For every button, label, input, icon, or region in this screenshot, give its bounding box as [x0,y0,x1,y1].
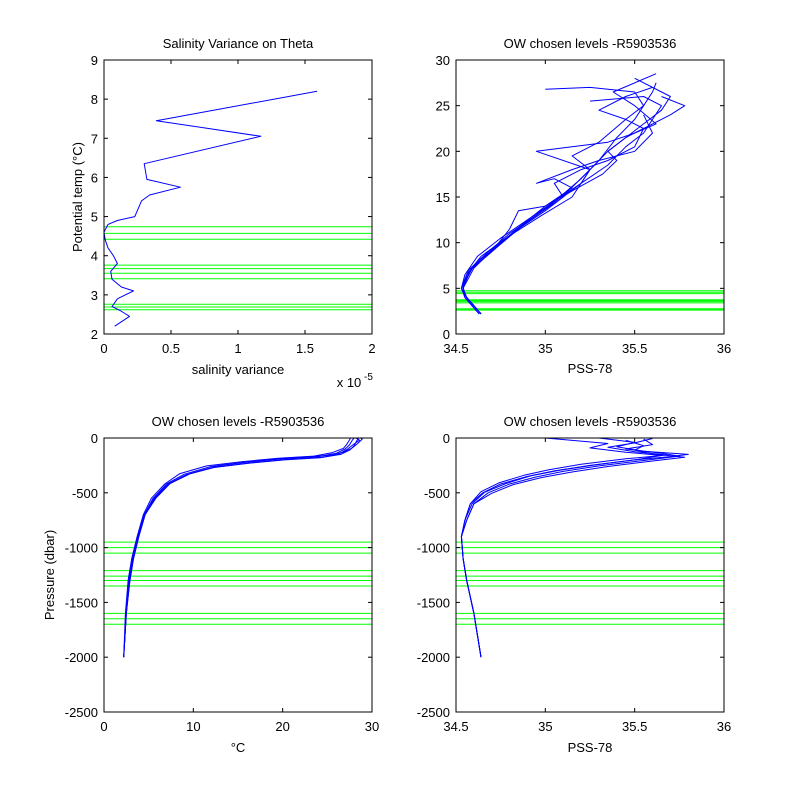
y-tick-label: 0 [443,327,450,342]
y-tick-label: 3 [91,288,98,303]
x-tick-label: 2 [368,341,375,356]
profile-series-5 [460,438,668,658]
y-tick-label: 4 [91,249,98,264]
y-tick-label: -1500 [417,595,450,610]
y-tick-label: 0 [443,431,450,446]
y-tick-label: 10 [436,236,450,251]
x-tick-label: 34.5 [443,719,468,734]
panel-1-x-scale-exponent: -5 [364,372,373,383]
panel-3-ticks: 0 10 20 30 -2500 -2000 -1500 -1000 -500 0 [65,431,379,734]
y-tick-label: -500 [424,486,450,501]
y-tick-label: -2000 [417,650,450,665]
y-tick-label: 20 [436,144,450,159]
panel-4-xlabel: PSS-78 [568,740,613,755]
x-tick-label: 1 [234,341,241,356]
x-tick-label: 34.5 [443,341,468,356]
x-tick-label: 35.5 [622,719,647,734]
y-tick-label: -500 [72,486,98,501]
profile-series-3 [123,437,352,658]
panel-2-lines [456,73,724,315]
panel-1-title: Salinity Variance on Theta [163,36,314,51]
y-tick-label: 9 [91,53,98,68]
panel-pressure-temperature: OW chosen levels -R5903536 0 10 20 30 -2500 -… [42,414,379,755]
y-tick-label: 15 [436,190,450,205]
x-tick-label: 0.5 [162,341,180,356]
panel-3-xlabel: °C [231,740,246,755]
panel-1-lines [103,90,372,327]
y-tick-label: 6 [91,170,98,185]
panel-4-lines [456,437,724,658]
panel-pressure-salinity: OW chosen levels -R5903536 34.5 35 35.5 36 -… [417,414,731,755]
panel-2-title: OW chosen levels -R5903536 [504,36,677,51]
y-tick-label: -1000 [417,541,450,556]
panel-1-xlabel: salinity variance [192,362,285,377]
x-tick-label: 0 [100,341,107,356]
panel-4-title: OW chosen levels -R5903536 [504,414,677,429]
x-tick-label: 35.5 [622,341,647,356]
y-tick-label: 7 [91,131,98,146]
panel-3-ylabel: Pressure (dbar) [42,530,57,620]
panel-1-ticks: 0 0.5 1 1.5 2 2 3 4 5 6 7 8 9 [91,53,376,356]
profile-series-7 [462,96,662,315]
y-tick-label: 8 [91,92,98,107]
y-tick-label: -2500 [417,705,450,720]
panel-2-ticks: 34.5 35 35.5 36 0 5 10 15 20 25 30 [436,53,732,356]
x-tick-label: 35 [538,341,552,356]
x-tick-label: 20 [275,719,289,734]
x-tick-label: 35 [538,719,552,734]
x-tick-label: 0 [100,719,107,734]
x-tick-label: 36 [717,341,731,356]
x-tick-label: 10 [186,719,200,734]
y-tick-label: 30 [436,53,450,68]
x-tick-label: 30 [365,719,379,734]
x-tick-label: 1.5 [296,341,314,356]
panel-1-x-scale-label: x 10 [337,375,362,390]
profile-series-1 [103,90,318,327]
y-tick-label: 25 [436,99,450,114]
y-tick-label: 5 [443,281,450,296]
y-tick-label: 5 [91,210,98,225]
panel-theta-salinity: OW chosen levels -R5903536 34.5 35 35.5 36 0… [436,36,732,376]
y-tick-label: -2000 [65,650,98,665]
panel-4-axes-box [455,437,725,713]
y-tick-label: -1000 [65,541,98,556]
panel-3-lines [104,437,372,658]
y-tick-label: 2 [91,327,98,342]
panel-3-title: OW chosen levels -R5903536 [152,414,325,429]
y-tick-label: -1500 [65,595,98,610]
y-tick-label: -2500 [65,705,98,720]
panel-3-axes-box [103,437,373,713]
profile-series-5 [123,437,363,658]
panel-2-xlabel: PSS-78 [568,361,613,376]
panel-1-ylabel: Potential temp (°C) [70,142,85,252]
x-tick-label: 36 [717,719,731,734]
profile-series-8 [460,77,671,315]
panel-4-ticks: 34.5 35 35.5 36 -2500 -2000 -1500 -1000 -500 0 [417,431,731,734]
y-tick-label: 0 [91,431,98,446]
panel-salinity-variance: Salinity Variance on Theta 0 0.5 1 1.5 2 2 3 4 5… [70,36,376,390]
